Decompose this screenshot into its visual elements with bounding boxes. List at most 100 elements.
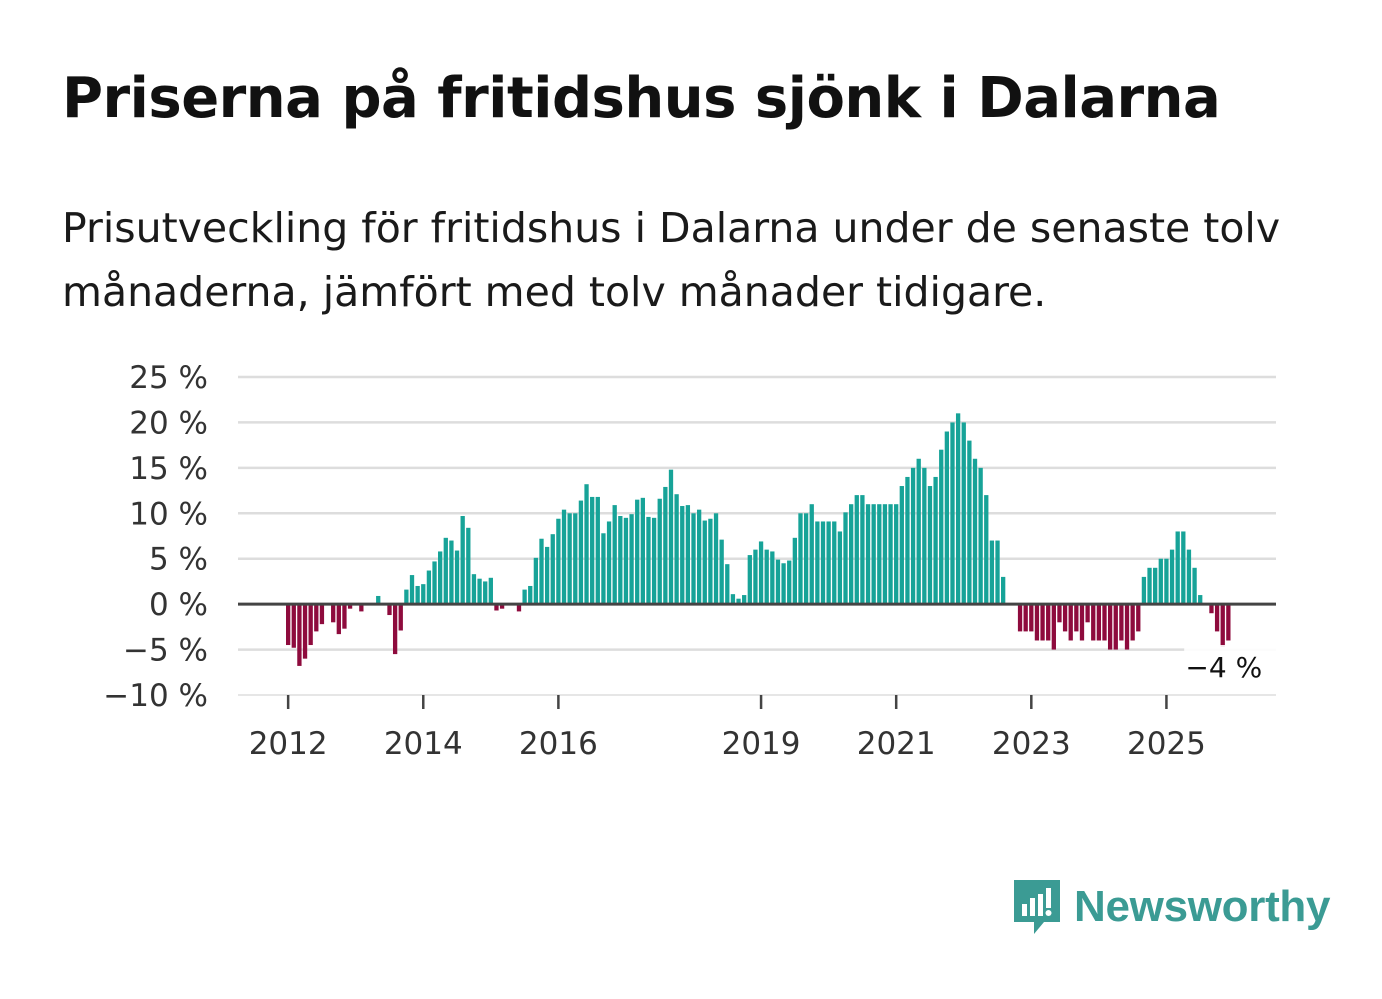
- bar: [877, 504, 882, 605]
- bar: [894, 504, 899, 605]
- y-tick-label: 15 %: [129, 451, 208, 487]
- x-tick-label: 2014: [384, 726, 463, 762]
- bar: [297, 604, 302, 666]
- bars: [286, 413, 1231, 666]
- bar: [1214, 604, 1220, 632]
- bar: [1074, 604, 1079, 632]
- bar: [837, 531, 843, 605]
- bar: [882, 504, 888, 605]
- y-tick-label: −10 %: [103, 678, 208, 714]
- bar: [1096, 604, 1102, 641]
- annotations: −4 %: [1184, 645, 1279, 685]
- bar: [1107, 604, 1113, 650]
- bar: [865, 504, 871, 605]
- brand-logo[interactable]: Newsworthy: [1010, 876, 1330, 938]
- bar: [595, 496, 600, 605]
- bar: [770, 551, 775, 605]
- bar: [674, 494, 679, 605]
- bar: [685, 505, 691, 605]
- bar: [1220, 604, 1225, 647]
- bar: [291, 604, 296, 648]
- bar: [443, 537, 448, 605]
- chart-title: Priserna på fritidshus sjönk i Dalarna: [62, 66, 1221, 131]
- bar: [449, 540, 454, 605]
- bar: [871, 504, 876, 605]
- bar: [1130, 604, 1135, 641]
- bar: [1102, 604, 1107, 641]
- bar: [1113, 604, 1118, 650]
- y-tick-label: 5 %: [149, 542, 208, 578]
- bar: [623, 517, 629, 605]
- bar: [342, 604, 347, 629]
- x-tick-label: 2016: [519, 726, 598, 762]
- bar: [933, 476, 938, 605]
- bar: [392, 604, 398, 655]
- bar: [567, 513, 572, 605]
- bar: [905, 476, 910, 605]
- bar: [691, 513, 696, 605]
- bar: [601, 533, 606, 605]
- bar: [696, 509, 702, 605]
- bar: [764, 549, 769, 605]
- bar: [820, 521, 826, 605]
- bar: [612, 505, 617, 605]
- bar: [331, 604, 336, 623]
- bar: [910, 467, 916, 605]
- bar: [544, 546, 550, 605]
- bar: [815, 521, 820, 605]
- bar: [635, 499, 640, 605]
- bar: [995, 540, 1000, 605]
- bar: [584, 484, 589, 605]
- bar: [798, 513, 803, 605]
- bar: [539, 538, 544, 605]
- y-axis-labels: 25 % 20 % 15 % 10 % 5 % 0 % −5 % −10 %: [103, 360, 208, 714]
- bar: [314, 604, 319, 632]
- bar: [972, 458, 978, 605]
- bar: [432, 561, 437, 605]
- bar: [319, 604, 325, 625]
- y-tick-label: −5 %: [123, 633, 208, 669]
- bar: [1029, 604, 1034, 632]
- bar: [1192, 567, 1197, 605]
- bar: [578, 500, 584, 605]
- bar: [466, 527, 471, 605]
- bar: [713, 513, 719, 605]
- bar: [1001, 576, 1006, 605]
- bar: [787, 560, 792, 605]
- bar: [860, 495, 865, 605]
- bar: [803, 513, 809, 605]
- bar: [1046, 604, 1051, 641]
- bar: [725, 564, 730, 605]
- bar: [1091, 604, 1096, 641]
- bar: [1062, 604, 1068, 632]
- bar: [499, 604, 505, 609]
- bar: [961, 422, 966, 605]
- bar: [646, 516, 651, 605]
- bar: [573, 513, 578, 605]
- bar: [888, 504, 893, 605]
- bar: [359, 604, 364, 612]
- bar: [438, 551, 443, 605]
- bar: [516, 604, 522, 612]
- bar: [1119, 604, 1124, 641]
- bar: [640, 497, 645, 605]
- bar: [1209, 604, 1214, 614]
- bar: [939, 449, 944, 605]
- bar: [753, 549, 758, 605]
- x-axis-labels: 2012 2014 2016 2019 2021 2023 2025: [249, 726, 1206, 762]
- bar: [561, 509, 567, 605]
- bar: [944, 431, 950, 605]
- bar: [916, 458, 921, 605]
- bar: [308, 604, 313, 646]
- bar: [488, 577, 493, 605]
- bar: [533, 557, 539, 605]
- bar: [1158, 558, 1163, 605]
- bar: [832, 521, 837, 605]
- bar: [1164, 558, 1169, 605]
- y-tick-label: 0 %: [149, 587, 208, 623]
- bar: [719, 539, 724, 605]
- bar: [826, 521, 831, 605]
- bar: [1051, 604, 1056, 650]
- bar: [618, 516, 623, 605]
